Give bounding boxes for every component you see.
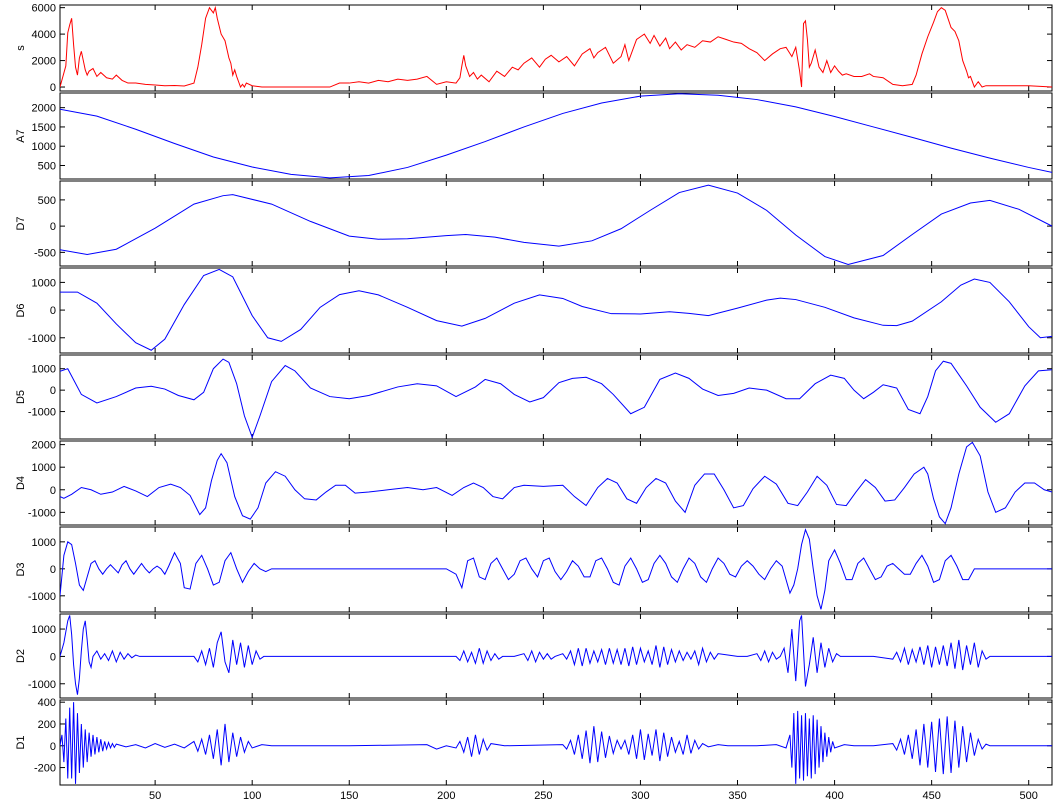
y-axis-label-a7: A7 — [15, 129, 27, 142]
subplot-a7: 500 1000 1500 2000 A7 — [15, 92, 1053, 180]
y-tick-label-a7: 500 — [38, 161, 56, 173]
x-tick-label: 150 — [340, 790, 358, 802]
x-tick-label: 300 — [631, 790, 649, 802]
y-tick-label-d7: -500 — [34, 247, 56, 259]
subplot-d5: -1000 0 1000 D5 — [15, 354, 1053, 440]
y-axis-label-d7: D7 — [15, 216, 27, 230]
axes-frame-d7 — [59, 180, 1053, 267]
y-tick-label-d4: 0 — [50, 485, 56, 497]
y-tick-label-d6: -1000 — [28, 333, 56, 345]
y-tick-label-d1: -200 — [34, 763, 56, 775]
axes-frame-d5 — [59, 354, 1053, 440]
x-tick-label: 350 — [728, 790, 746, 802]
subplot-d2: -1000 0 1000 D2 — [15, 613, 1053, 699]
y-tick-label-d1: 200 — [38, 719, 56, 731]
y-tick-label-s: 0 — [50, 82, 56, 94]
axes-frame-d3 — [59, 526, 1053, 613]
series-line-d2 — [60, 615, 1052, 695]
y-tick-label-d1: 400 — [38, 697, 56, 709]
y-tick-label-d7: 0 — [50, 221, 56, 233]
y-tick-label-a7: 2000 — [32, 103, 56, 115]
subplot-d3: -1000 0 1000 D3 — [15, 526, 1053, 613]
y-tick-label-s: 4000 — [32, 29, 56, 41]
series-line-d3 — [60, 528, 1052, 610]
axes-frame-a7 — [59, 92, 1053, 180]
y-tick-label-d4: 1000 — [32, 462, 56, 474]
series-line-a7 — [60, 93, 1052, 179]
y-axis-label-d1: D1 — [15, 735, 27, 749]
y-tick-label-d2: 0 — [50, 651, 56, 663]
axes-frame-d1 — [59, 699, 1053, 786]
y-tick-label-d5: -1000 — [28, 407, 56, 419]
subplot-s: 0 2000 4000 6000 s — [15, 3, 1053, 94]
y-tick-label-d6: 0 — [50, 305, 56, 317]
y-axis-label-s: s — [15, 45, 27, 51]
subplot-d4: -1000 0 1000 2000 D4 — [15, 440, 1053, 526]
series-line-d4 — [60, 441, 1052, 525]
y-tick-label-d2: -1000 — [28, 679, 56, 691]
subplots: 0200040006000s500100015002000A7-5000500D… — [15, 3, 1053, 802]
y-tick-label-d7: 500 — [38, 195, 56, 207]
y-axis-label-d3: D3 — [15, 562, 27, 576]
y-tick-label-d2: 1000 — [32, 624, 56, 636]
x-tick-label: 400 — [825, 790, 843, 802]
series-line-d7 — [60, 184, 1052, 265]
subplot-d6: -1000 0 1000 D6 — [15, 267, 1053, 354]
y-tick-label-a7: 1500 — [32, 122, 56, 134]
series-line-d6 — [60, 268, 1052, 351]
y-tick-label-d3: 1000 — [32, 537, 56, 549]
y-tick-label-d5: 0 — [50, 385, 56, 397]
series-line-d1 — [60, 702, 1052, 784]
y-tick-label-d4: -1000 — [28, 507, 56, 519]
y-tick-label-d3: 0 — [50, 564, 56, 576]
y-tick-label-d1: 0 — [50, 741, 56, 753]
y-tick-label-d6: 1000 — [32, 277, 56, 289]
y-axis-label-d4: D4 — [15, 476, 27, 490]
x-tick-label: 100 — [243, 790, 261, 802]
y-axis-label-d5: D5 — [15, 390, 27, 404]
y-axis-label-d2: D2 — [15, 649, 27, 663]
x-tick-label: 450 — [922, 790, 940, 802]
y-tick-label-s: 6000 — [32, 3, 56, 15]
y-tick-label-a7: 1000 — [32, 141, 56, 153]
y-tick-label-d5: 1000 — [32, 364, 56, 376]
series-line-d5 — [60, 358, 1052, 439]
y-axis-label-d6: D6 — [15, 303, 27, 317]
y-tick-label-d3: -1000 — [28, 591, 56, 603]
x-tick-label: 250 — [534, 790, 552, 802]
subplot-d7: -500 0 500 D7 — [15, 180, 1053, 267]
x-tick-label: 200 — [437, 790, 455, 802]
y-tick-label-d4: 2000 — [32, 440, 56, 452]
y-tick-label-s: 2000 — [32, 56, 56, 68]
x-tick-label: 500 — [1020, 790, 1038, 802]
x-tick-label: 50 — [149, 790, 161, 802]
subplot-d1: -200 0 200 400 D1 — [15, 697, 1053, 786]
series-line-s — [60, 5, 1052, 89]
axes-frame-s — [59, 4, 1053, 92]
axes-frame-d6 — [59, 267, 1053, 354]
axes-frame-d4 — [59, 440, 1053, 526]
